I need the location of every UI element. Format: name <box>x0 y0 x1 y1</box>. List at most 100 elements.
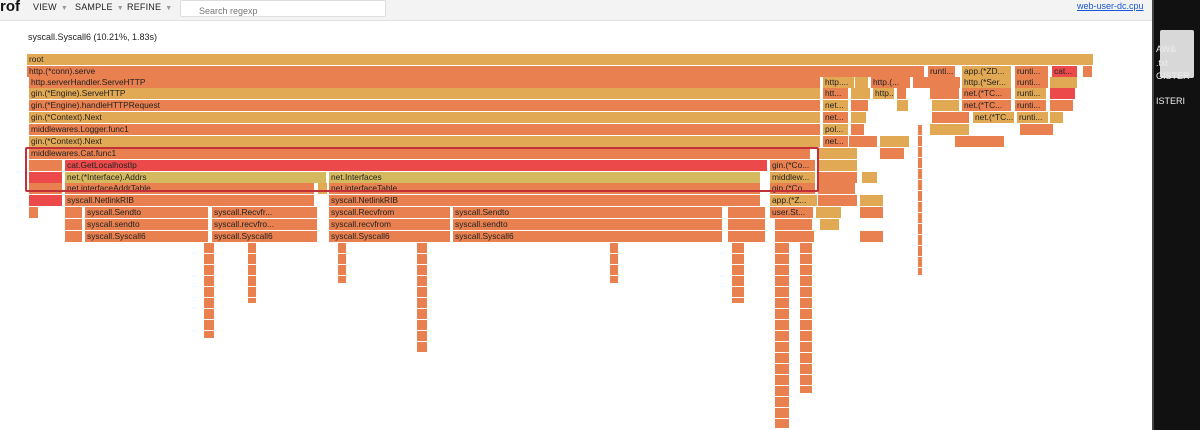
flame-frame[interactable]: net... <box>823 136 849 147</box>
flame-frame[interactable]: cat.GetLocalhostIp <box>65 160 768 171</box>
menu-refine[interactable]: REFINE ▼ <box>127 2 172 12</box>
flame-frame[interactable] <box>820 219 840 230</box>
flame-frame[interactable]: net.Interfaces <box>329 172 761 183</box>
flame-frame[interactable] <box>913 77 961 88</box>
flame-frame[interactable] <box>1050 100 1074 111</box>
flame-frame[interactable]: http.(*conn).serve <box>27 66 925 77</box>
flame-frame[interactable]: middlew... <box>770 172 816 183</box>
flame-frame[interactable] <box>29 183 63 194</box>
flame-frame[interactable]: gin.(*Context).Next <box>29 136 821 147</box>
flame-frame[interactable] <box>816 207 842 218</box>
flame-frame[interactable]: gin.(*Engine).handleHTTPRequest <box>29 100 821 111</box>
flame-frame[interactable] <box>338 243 346 283</box>
flame-frame[interactable]: net.interfaceAddrTable <box>65 183 315 194</box>
flame-frame[interactable] <box>775 231 815 242</box>
flame-frame[interactable] <box>65 231 83 242</box>
flame-frame[interactable]: pol... <box>823 124 849 135</box>
search-input[interactable] <box>197 2 391 20</box>
flame-frame[interactable]: gin.(*Co... <box>770 160 816 171</box>
flame-frame[interactable] <box>732 243 744 303</box>
flame-frame[interactable]: cat... <box>1052 66 1078 77</box>
flame-frame[interactable]: syscall.Recvfrom <box>329 207 451 218</box>
flame-frame[interactable]: runti... <box>1017 112 1049 123</box>
flame-frame[interactable]: syscall.Syscall6 <box>85 231 209 242</box>
flame-frame[interactable] <box>851 100 869 111</box>
flame-frame[interactable]: gin.(*Engine).ServeHTTP <box>29 88 821 99</box>
flame-frame[interactable] <box>851 124 865 135</box>
flame-frame[interactable]: user.St... <box>770 207 814 218</box>
flame-frame[interactable]: runti... <box>1015 100 1047 111</box>
flame-frame[interactable] <box>29 160 63 171</box>
flame-frame[interactable] <box>65 219 83 230</box>
flame-frame[interactable]: runti... <box>928 66 956 77</box>
flame-frame[interactable] <box>862 172 878 183</box>
flame-frame[interactable]: syscall.recvfro... <box>212 219 318 230</box>
profile-link[interactable]: web-user-dc.cpu <box>1077 1 1144 11</box>
flame-frame[interactable]: net.(*TC... <box>962 88 1012 99</box>
flame-frame[interactable]: http.... <box>823 77 855 88</box>
flame-frame[interactable]: net.interfaceTable <box>329 183 761 194</box>
flame-frame[interactable]: syscall.recvfrom <box>329 219 451 230</box>
flame-frame[interactable] <box>775 243 789 428</box>
flame-frame[interactable] <box>728 207 766 218</box>
flame-frame[interactable] <box>932 100 960 111</box>
flame-frame[interactable]: middlewares.Cat.func1 <box>29 148 811 159</box>
flame-frame[interactable]: runti... <box>1015 88 1047 99</box>
flame-frame[interactable] <box>918 125 922 275</box>
flame-frame[interactable]: syscall.Syscall6 <box>453 231 723 242</box>
flame-frame[interactable] <box>728 219 766 230</box>
flame-frame[interactable]: http.(*Ser... <box>962 77 1012 88</box>
flame-frame[interactable] <box>897 88 907 99</box>
flame-frame[interactable]: syscall.NetlinkRIB <box>329 195 761 206</box>
flame-frame[interactable] <box>1050 112 1064 123</box>
flame-frame[interactable]: net.(*TC... <box>973 112 1015 123</box>
flame-frame[interactable] <box>851 112 867 123</box>
flame-frame[interactable] <box>930 88 960 99</box>
flame-frame[interactable] <box>204 243 214 338</box>
flame-frame[interactable]: net.(*TC... <box>962 100 1012 111</box>
flame-frame[interactable]: net.(*Interface).Addrs <box>65 172 327 183</box>
flame-frame[interactable]: runti... <box>1015 77 1049 88</box>
flame-frame[interactable] <box>417 243 427 353</box>
flame-frame[interactable] <box>800 243 812 393</box>
flame-frame[interactable]: http.(... <box>871 77 911 88</box>
flame-frame[interactable] <box>880 136 910 147</box>
menu-view[interactable]: VIEW ▼ <box>33 2 68 12</box>
flame-frame[interactable] <box>818 148 858 159</box>
flame-frame[interactable] <box>1050 88 1076 99</box>
flame-frame[interactable] <box>932 112 970 123</box>
flame-frame[interactable] <box>1020 124 1054 135</box>
flame-frame[interactable]: app.(*ZD... <box>962 66 1012 77</box>
flame-frame[interactable] <box>818 183 856 194</box>
flame-frame[interactable]: runti... <box>1015 66 1049 77</box>
flame-frame[interactable]: syscall.Recvfr... <box>212 207 318 218</box>
flame-frame[interactable]: http.serverHandler.ServeHTTP <box>29 77 821 88</box>
flame-frame[interactable] <box>29 195 63 206</box>
flame-frame[interactable] <box>880 148 905 159</box>
flame-frame[interactable] <box>930 124 970 135</box>
menu-sample[interactable]: SAMPLE ▼ <box>75 2 124 12</box>
flame-frame[interactable] <box>775 219 813 230</box>
flame-frame[interactable]: middlewares.Logger.func1 <box>29 124 821 135</box>
flame-frame[interactable] <box>29 172 63 183</box>
flame-frame[interactable] <box>818 160 858 171</box>
flame-frame[interactable] <box>65 207 83 218</box>
flame-frame[interactable]: syscall.sendto <box>85 219 209 230</box>
flame-frame[interactable] <box>855 77 869 88</box>
flame-frame[interactable]: net... <box>823 100 849 111</box>
flame-frame[interactable] <box>728 231 766 242</box>
flame-frame[interactable] <box>610 243 618 283</box>
flame-frame[interactable]: root <box>27 54 1094 65</box>
flame-frame[interactable] <box>29 207 39 218</box>
flame-frame[interactable]: syscall.NetlinkRIB <box>65 195 315 206</box>
flame-frame[interactable] <box>823 136 878 147</box>
flame-frame[interactable] <box>860 207 884 218</box>
flame-frame[interactable] <box>248 243 256 303</box>
flame-frame[interactable] <box>860 195 884 206</box>
flame-frame[interactable]: gin.(*Co... <box>770 183 816 194</box>
flame-frame[interactable]: http... <box>873 88 895 99</box>
flame-frame[interactable] <box>1050 77 1078 88</box>
flame-frame[interactable] <box>897 100 909 111</box>
flame-frame[interactable] <box>818 172 858 183</box>
flame-frame[interactable]: syscall.Sendto <box>85 207 209 218</box>
